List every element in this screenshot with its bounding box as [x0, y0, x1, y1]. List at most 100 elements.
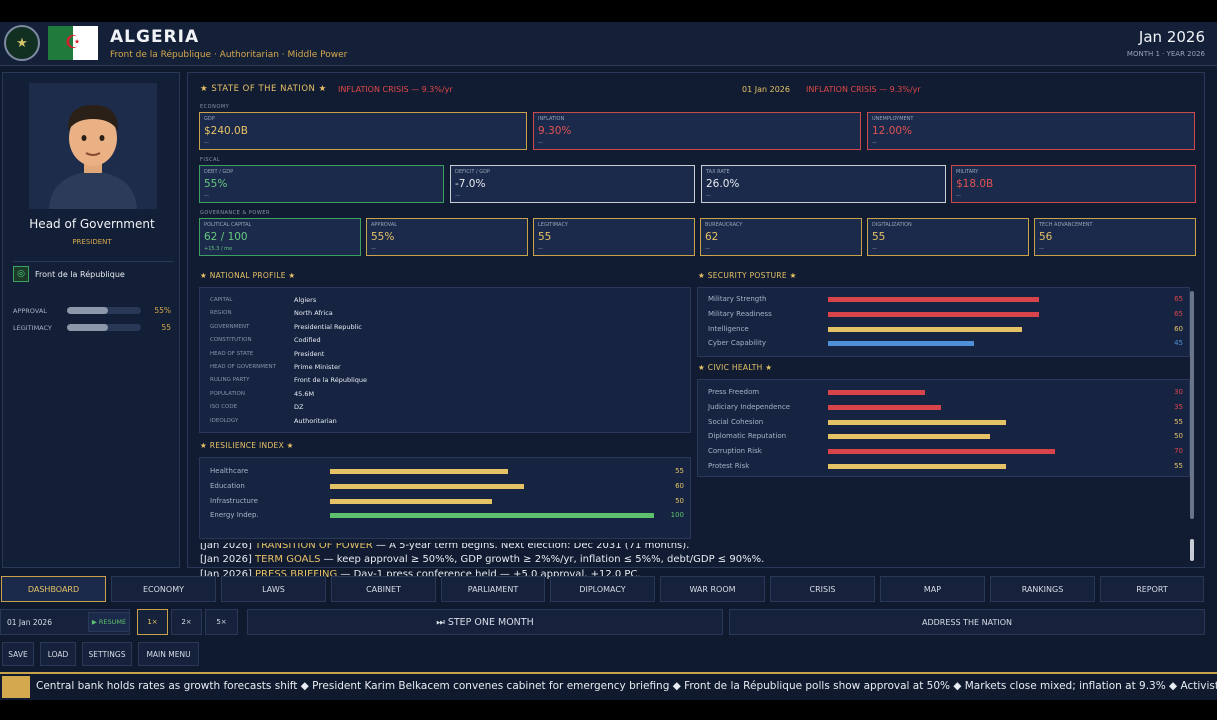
- resilience-row: Education 60: [210, 482, 684, 492]
- approval-bar: [67, 307, 141, 314]
- nav-tab-diplomacy[interactable]: DIPLOMACY: [550, 576, 655, 602]
- civic-bar: [828, 390, 926, 395]
- economy-section-label: ECONOMY: [200, 104, 230, 110]
- nav-tab-cabinet[interactable]: CABINET: [331, 576, 436, 602]
- civic-bar: [828, 449, 1055, 455]
- ticker-text: Central bank holds rates as growth forec…: [36, 680, 1217, 692]
- load-button[interactable]: LOAD: [40, 642, 76, 666]
- resilience-label: Infrastructure: [210, 496, 258, 505]
- nav-tab-laws[interactable]: LAWS: [221, 576, 326, 602]
- card-title: POLITICAL CAPITAL: [204, 222, 252, 228]
- card-sub: —: [538, 140, 543, 146]
- month-year-label: MONTH 1 · YEAR 2026: [1126, 50, 1205, 58]
- card-value: 55: [872, 231, 886, 243]
- civic-row: Corruption Risk 70: [708, 447, 1183, 457]
- civic-label: Social Cohesion: [708, 417, 764, 426]
- nav-tab-parliament[interactable]: PARLIAMENT: [441, 576, 545, 602]
- save-button[interactable]: SAVE: [2, 642, 34, 666]
- top-header: ★ ☪ ALGERIA Front de la République · Aut…: [0, 22, 1217, 66]
- nav-tab-crisis[interactable]: CRISIS: [770, 576, 875, 602]
- civic-row: Diplomatic Reputation 50: [708, 432, 1183, 442]
- country-name: ALGERIA: [110, 27, 200, 47]
- profile-row: HEAD OF GOVERNMENT Prime Minister: [210, 363, 341, 371]
- security-value: 45: [1174, 339, 1183, 348]
- step-one-month-button[interactable]: ⏭ STEP ONE MONTH: [247, 609, 723, 635]
- inflation-card[interactable]: INFLATION 9.30% —: [533, 112, 861, 150]
- card-value: 62 / 100: [204, 231, 248, 243]
- tech-advancement-card[interactable]: TECH ADVANCEMENT 56 —: [1034, 218, 1196, 256]
- resilience-row: Healthcare 55: [210, 467, 684, 477]
- unemployment-card[interactable]: UNEMPLOYMENT 12.00% —: [867, 112, 1195, 150]
- national-profile-box: CAPITAL Algiers REGION North Africa GOVERNME…: [199, 287, 691, 433]
- approval-value: 55%: [154, 306, 171, 315]
- civic-value: 55: [1174, 462, 1183, 470]
- civic-value: 35: [1174, 402, 1183, 411]
- card-title: INFLATION: [538, 116, 565, 122]
- card-title: TECH ADVANCEMENT: [1039, 222, 1093, 228]
- approval-label: APPROVAL: [13, 306, 47, 315]
- card-value: 55%: [204, 178, 228, 190]
- resilience-label: Education: [210, 481, 245, 490]
- dashboard-scrollbar[interactable]: [1190, 291, 1194, 519]
- party-name: Front de la République: [35, 269, 125, 279]
- card-title: DEBT / GDP: [204, 169, 234, 175]
- log-scrollbar[interactable]: [1190, 539, 1194, 561]
- nav-tab-map[interactable]: MAP: [880, 576, 985, 602]
- tax-rate-card[interactable]: TAX RATE 26.0% —: [701, 165, 946, 203]
- state-of-nation-title: ★ STATE OF THE NATION ★: [200, 84, 327, 94]
- card-sub: —: [872, 246, 877, 252]
- card-sub: —: [956, 193, 961, 199]
- gdp-card[interactable]: GDP $240.0B —: [199, 112, 527, 150]
- leader-role: PRESIDENT: [72, 238, 112, 246]
- card-sub: —: [1039, 246, 1044, 252]
- legitimacy-card[interactable]: LEGITIMACY 55 —: [533, 218, 695, 256]
- leader-portrait[interactable]: [29, 83, 157, 209]
- card-title: GDP: [204, 116, 215, 122]
- dashboard-panel: ★ STATE OF THE NATION ★ INFLATION CRISIS…: [187, 72, 1205, 580]
- security-label: Cyber Capability: [708, 339, 766, 348]
- national-seal-icon: ★: [4, 25, 40, 61]
- military-budget-card[interactable]: MILITARY $18.0B —: [951, 165, 1196, 203]
- nav-tab-rankings[interactable]: RANKINGS: [990, 576, 1095, 602]
- speed-1x-button[interactable]: 1×: [137, 609, 168, 635]
- card-title: BUREAUCRACY: [705, 222, 743, 228]
- digitalization-card[interactable]: DIGITALIZATION 55 —: [867, 218, 1029, 256]
- security-row: Military Readiness 65: [708, 310, 1183, 320]
- deficit-gdp-card[interactable]: DEFICIT / GDP -7.0% —: [450, 165, 695, 203]
- address-nation-button[interactable]: ADDRESS THE NATION: [729, 609, 1205, 635]
- crisis-alert-secondary[interactable]: INFLATION CRISIS — 9.3%/yr: [806, 85, 921, 94]
- civic-row: Press Freedom 30: [708, 388, 1183, 398]
- crisis-alert[interactable]: INFLATION CRISIS — 9.3%/yr: [338, 85, 453, 94]
- current-date: Jan 2026: [1138, 28, 1205, 46]
- algeria-flag-icon: ☪: [48, 26, 98, 60]
- nav-tab-dashboard[interactable]: DASHBOARD: [1, 576, 106, 602]
- profile-value: Front de la République: [294, 376, 368, 385]
- nav-tab-war-room[interactable]: WAR ROOM: [660, 576, 765, 602]
- speed-5x-button[interactable]: 5×: [205, 609, 238, 635]
- speed-2x-button[interactable]: 2×: [171, 609, 202, 635]
- bureaucracy-card[interactable]: BUREAUCRACY 62 —: [700, 218, 862, 256]
- profile-value: 45.6M: [294, 389, 315, 398]
- political-capital-card[interactable]: POLITICAL CAPITAL 62 / 100 +15.3 / mo: [199, 218, 361, 256]
- card-sub: —: [204, 193, 209, 199]
- settings-button[interactable]: SETTINGS: [82, 642, 132, 666]
- nav-tab-report[interactable]: REPORT: [1100, 576, 1204, 602]
- card-value: -7.0%: [455, 178, 486, 190]
- nav-tab-economy[interactable]: ECONOMY: [111, 576, 216, 602]
- log-entry: [Jan 2026] PRESS BRIEFING — Day-1 press …: [200, 569, 641, 580]
- sim-date-text: 01 Jan 2026: [7, 617, 52, 627]
- resilience-heading: ★ RESILIENCE INDEX ★: [200, 441, 294, 450]
- debt-gdp-card[interactable]: DEBT / GDP 55% —: [199, 165, 444, 203]
- security-value: 60: [1174, 324, 1183, 333]
- civic-label: Corruption Risk: [708, 447, 762, 456]
- card-title: TAX RATE: [706, 169, 730, 175]
- profile-key: ISO CODE: [210, 404, 238, 411]
- national-profile-heading: ★ NATIONAL PROFILE ★: [200, 271, 296, 280]
- profile-value: Authoritarian: [294, 416, 337, 425]
- profile-key: IDEOLOGY: [210, 417, 239, 424]
- profile-key: CONSTITUTION: [210, 337, 252, 344]
- approval-card[interactable]: APPROVAL 55% —: [366, 218, 528, 256]
- main-menu-button[interactable]: MAIN MENU: [138, 642, 199, 666]
- resume-button[interactable]: ▶ RESUME: [88, 612, 130, 632]
- resilience-label: Energy Indep.: [210, 511, 259, 520]
